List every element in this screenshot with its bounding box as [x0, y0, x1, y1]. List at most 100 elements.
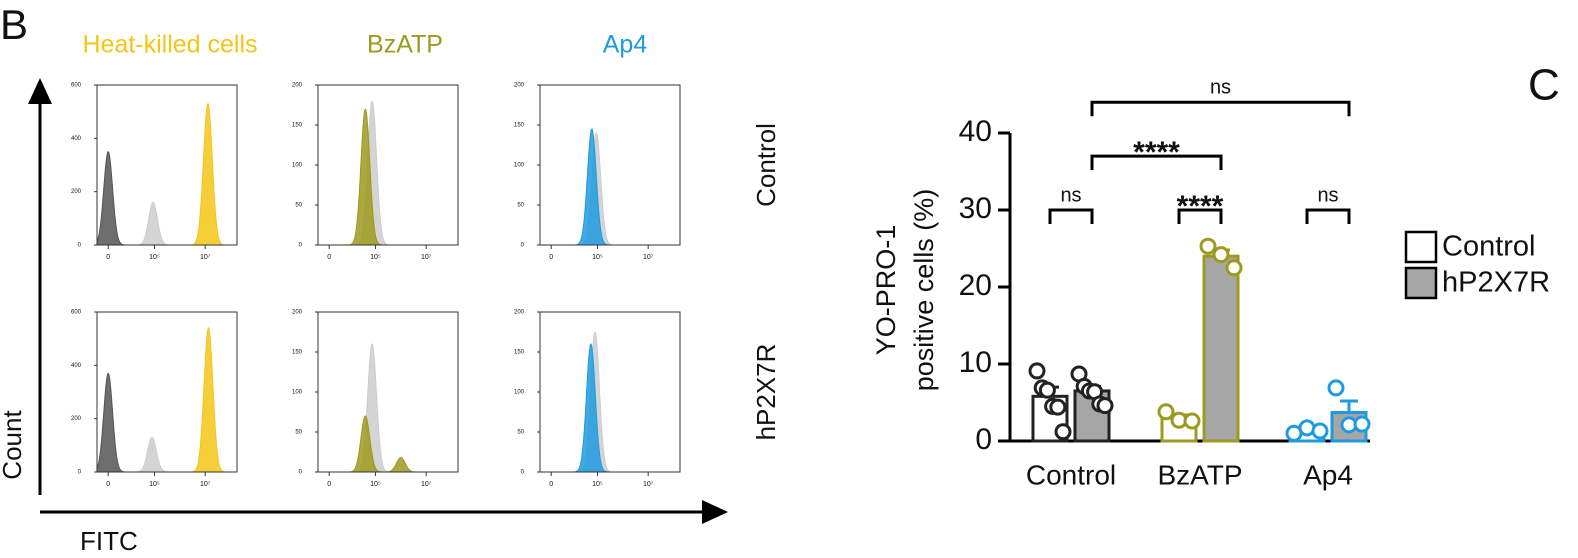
- significance-label: ****: [1133, 136, 1180, 169]
- x-tick-label: 10⁷: [200, 481, 211, 488]
- histogram-curve: [97, 326, 237, 473]
- y-axis-label: YO-PRO-1: [871, 225, 901, 356]
- y-tick-label: 0: [78, 243, 82, 249]
- y-tick-label: 0: [521, 243, 525, 249]
- x-tick-label: 0: [106, 481, 110, 488]
- x-tick-label: 10⁷: [643, 254, 654, 261]
- histogram-frame: [96, 311, 238, 473]
- bar: [1202, 254, 1240, 443]
- histogram-curve: [318, 100, 458, 246]
- y-tick-label: 50: [295, 430, 302, 436]
- y-tick-label: 50: [517, 203, 524, 209]
- histogram-frame: [539, 84, 681, 246]
- histogram-curve: [97, 102, 237, 246]
- y-tick-label: 0: [299, 470, 303, 476]
- x-tick-label: BzATP: [1157, 459, 1242, 490]
- data-point: [1028, 362, 1046, 380]
- y-tick-label: 150: [514, 123, 525, 129]
- row-label: hP2X7R: [751, 344, 781, 441]
- y-tick-label: 600: [71, 83, 82, 89]
- data-point: [1038, 381, 1056, 399]
- data-point: [1157, 403, 1175, 421]
- fitc-arrow-head: [702, 500, 728, 524]
- significance-label: ns: [1060, 184, 1081, 206]
- x-tick-label: 10⁵: [370, 481, 381, 488]
- x-tick-label: 10⁷: [643, 481, 654, 488]
- x-tick-label: 0: [106, 254, 110, 261]
- histogram-curve: [540, 128, 680, 246]
- histogram-curve: [318, 415, 458, 473]
- y-tick-label: 50: [517, 430, 524, 436]
- y-tick-label: 50: [295, 203, 302, 209]
- legend-swatch: [1404, 266, 1438, 300]
- y-tick-label: 30: [959, 192, 992, 225]
- y-tick-label: 150: [514, 350, 525, 356]
- significance-bracket: [1090, 154, 1223, 171]
- column-title: Heat-killed cells: [82, 31, 257, 59]
- significance-label: ****: [1177, 190, 1224, 223]
- data-point: [1183, 412, 1201, 430]
- x-tick-label: Ap4: [1303, 459, 1353, 490]
- x-tick-label: 0: [327, 254, 331, 261]
- y-tick-label: 200: [292, 83, 303, 89]
- x-tick-label: 10⁵: [592, 481, 603, 488]
- y-tick-label: 400: [71, 363, 82, 369]
- y-tick-label: 600: [71, 310, 82, 316]
- x-tick-label: 10⁷: [200, 254, 211, 261]
- column-title: BzATP: [367, 31, 443, 59]
- histogram-curve: [540, 330, 680, 473]
- histogram-frame: [317, 311, 459, 473]
- panel-label: C: [1528, 61, 1560, 110]
- legend-swatch: [1404, 230, 1438, 264]
- histogram-frame: [96, 84, 238, 246]
- y-tick-label: 100: [514, 390, 525, 396]
- significance-bracket: [1090, 100, 1351, 117]
- data-point: [1054, 423, 1072, 441]
- y-tick-label: 400: [71, 136, 82, 142]
- legend-label: hP2X7R: [1442, 267, 1550, 299]
- column-title: Ap4: [603, 31, 648, 59]
- significance-bracket: [1177, 208, 1223, 224]
- y-tick-label: 100: [514, 163, 525, 169]
- data-point: [1199, 237, 1217, 255]
- histogram-curve: [318, 343, 458, 473]
- count-axis-label: Count: [0, 410, 27, 480]
- significance-bracket: [1048, 208, 1094, 224]
- panel-label: B: [0, 1, 28, 48]
- y-tick-label: 200: [71, 416, 82, 422]
- y-tick-label: 100: [292, 390, 303, 396]
- data-point: [1311, 422, 1329, 440]
- x-tick-label: 10⁵: [592, 254, 603, 261]
- y-tick-label: 200: [514, 83, 525, 89]
- y-tick-label: 150: [292, 350, 303, 356]
- significance-label: ns: [1210, 76, 1231, 98]
- x-tick-label: 10⁷: [421, 481, 432, 488]
- x-tick-label: 10⁵: [149, 481, 160, 488]
- y-tick-label: 10: [959, 346, 992, 379]
- data-point: [1212, 246, 1230, 264]
- y-tick-label: 0: [975, 423, 992, 456]
- y-tick-label: 200: [71, 189, 82, 195]
- histogram-frame: [539, 311, 681, 473]
- histogram-curve: [318, 108, 458, 246]
- legend-label: Control: [1442, 231, 1536, 263]
- data-point: [1327, 379, 1345, 397]
- x-tick-label: 10⁵: [370, 254, 381, 261]
- data-point: [1353, 415, 1371, 433]
- y-tick-label: 20: [959, 269, 992, 302]
- y-tick-label: 100: [292, 163, 303, 169]
- row-label: Control: [751, 123, 781, 207]
- x-tick-label: 0: [549, 481, 553, 488]
- x-tick-label: 10⁷: [421, 254, 432, 261]
- fitc-axis-label: FITC: [80, 526, 138, 556]
- histogram-frame: [317, 84, 459, 246]
- error-bar: [1340, 399, 1358, 413]
- histogram-curve: [540, 132, 680, 246]
- y-tick-label: 150: [292, 123, 303, 129]
- significance-bracket: [1305, 208, 1351, 224]
- histogram-curve: [540, 343, 680, 473]
- x-tick-label: 10⁵: [149, 254, 160, 261]
- x-tick-label: 0: [549, 254, 553, 261]
- y-tick-label: 0: [521, 470, 525, 476]
